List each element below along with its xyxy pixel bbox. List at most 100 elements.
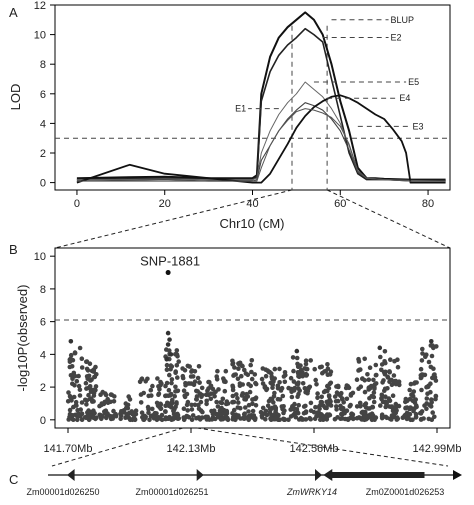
panel-b-point [103, 392, 109, 398]
panel-b-point [407, 411, 413, 417]
panel-b-point [119, 409, 124, 414]
panel-b-point [147, 417, 152, 423]
panel-b-point [158, 406, 164, 411]
panel-b-point [265, 403, 271, 409]
panel-a-x-tick-label: 40 [246, 198, 258, 210]
panel-b-point [130, 416, 136, 422]
panel-b-point [389, 377, 394, 383]
panel-b-point [371, 390, 377, 395]
panel-b-point [192, 369, 198, 374]
panel-b-point [196, 406, 202, 412]
panel-b-point [418, 366, 424, 372]
panel-b-point [294, 348, 300, 354]
panel-b-point [253, 380, 258, 386]
panel-b-point [247, 389, 253, 395]
panel-b-point [169, 380, 174, 386]
panel-b-point [294, 355, 300, 361]
panel-b-point [79, 411, 85, 417]
panel-b-point [372, 386, 377, 392]
panel-b-point [87, 384, 93, 389]
panel-b-point [362, 389, 368, 395]
panel-b-point [169, 377, 175, 382]
panel-b-point [389, 404, 395, 409]
panel-b-point [189, 369, 194, 374]
panel-b-point [404, 416, 410, 422]
panel-b-y-tick-label: 6 [40, 317, 46, 329]
panel-b-point [277, 366, 282, 372]
panel-b-point [130, 410, 136, 416]
panel-c-gene-label: Zm0Z0001d026253 [366, 487, 445, 497]
panel-b-point [248, 362, 253, 368]
panel-b-point [327, 381, 333, 387]
panel-b-point [296, 402, 302, 408]
panel-b-point [382, 359, 387, 364]
panel-b-point [387, 398, 393, 404]
panel-b-point [215, 404, 221, 409]
panel-b-point [348, 402, 353, 408]
panel-b-point [235, 376, 241, 382]
panel-b-point [139, 410, 145, 416]
panel-b-point [378, 403, 383, 408]
panel-b-point [288, 414, 294, 419]
panel-b-point [426, 359, 432, 365]
panel-b-point [304, 373, 309, 378]
panel-b-point [430, 375, 435, 381]
panel-b-point [303, 403, 308, 409]
panel-b-point [354, 404, 360, 409]
panel-b-point [288, 407, 294, 412]
panel-b-point [71, 370, 77, 376]
panel-b-point [234, 392, 239, 397]
panel-b-point [323, 368, 329, 374]
panel-b-point [242, 367, 247, 373]
panel-b-point [214, 399, 219, 405]
panel-b-point [164, 362, 170, 368]
panel-b-point [402, 412, 408, 418]
panel-c-gene-arrow [323, 469, 425, 481]
panel-b-point [165, 400, 170, 406]
panel-b-point [102, 399, 108, 405]
panel-b-point [393, 378, 399, 384]
panel-b-point [77, 393, 83, 398]
panel-b-y-label: -log10P(observed) [15, 285, 30, 392]
panel-b-point [88, 389, 94, 395]
panel-b-point [390, 393, 396, 399]
panel-b-point [185, 363, 191, 369]
panel-b-point [344, 383, 350, 388]
panel-a-x-tick-label: 20 [159, 198, 171, 210]
panel-b-point [207, 417, 212, 422]
panel-b-frame [54, 247, 451, 429]
panel-b-points [65, 270, 439, 423]
panel-b-point [319, 399, 325, 405]
panel-b-point [272, 390, 277, 396]
panel-b-point [373, 372, 379, 378]
panel-b-point [433, 393, 439, 399]
panel-b-point [372, 382, 378, 387]
panel-b-point [145, 376, 150, 382]
panel-b-point [76, 383, 82, 389]
panel-b-point [149, 393, 154, 398]
panel-b-point [154, 415, 159, 421]
panel-b-point [182, 368, 188, 373]
panel-b-point [75, 417, 80, 423]
panel-b-point [73, 412, 78, 418]
panel-b-point [68, 352, 74, 358]
panel-b-point [359, 417, 364, 422]
panel-b-point [189, 407, 195, 412]
panel-b-point [199, 385, 205, 391]
panel-b-point [208, 384, 213, 390]
panel-b-point [387, 369, 392, 374]
panel-b-point [291, 368, 296, 374]
panel-b-point [218, 417, 224, 422]
panel-a-x-tick-label: 60 [334, 198, 346, 210]
panel-b-point [354, 377, 360, 383]
panel-b-point [189, 417, 195, 423]
panel-b-point [200, 409, 205, 415]
panel-b-point [171, 408, 176, 414]
panel-b-point [270, 385, 275, 391]
panel-b-point [262, 385, 268, 390]
panel-b-point [175, 354, 180, 359]
panel-b-point [419, 358, 425, 363]
panel-b-point [181, 388, 187, 394]
panel-b-point [319, 394, 325, 400]
panel-b-point [168, 352, 174, 357]
